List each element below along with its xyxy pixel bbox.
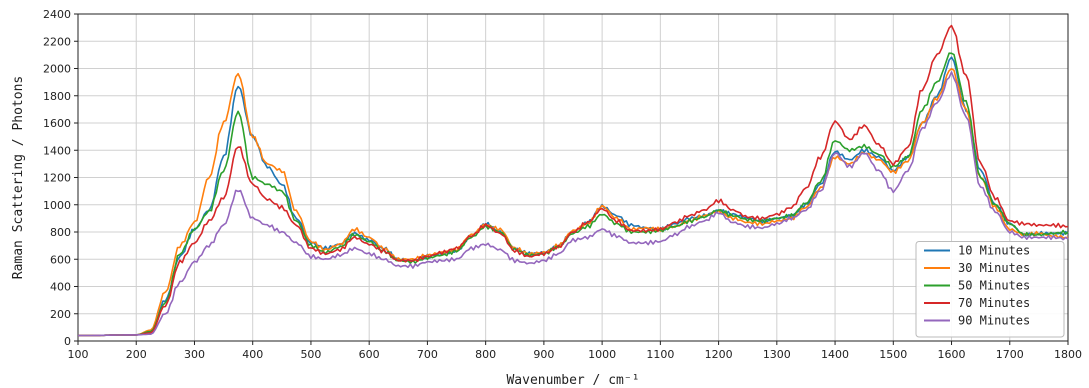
y-tick-label: 800 — [50, 226, 71, 239]
y-tick-label: 0 — [64, 335, 71, 348]
x-tick-label: 1000 — [588, 348, 616, 361]
plot-frame — [77, 13, 1069, 342]
series-line-4 — [77, 24, 1069, 337]
x-tick-label: 400 — [242, 348, 263, 361]
y-axis-label: Raman Scattering / Photons — [11, 76, 26, 280]
series-line-2 — [77, 68, 1069, 337]
y-tick-label: 400 — [50, 281, 71, 294]
legend-label: 70 Minutes — [958, 296, 1030, 310]
y-tick-label: 600 — [50, 253, 71, 266]
axes: 100 200 300 400 500 600 700 800 900 1000 1100 1200 1… — [43, 8, 1082, 361]
x-tick-label: 1200 — [705, 348, 733, 361]
y-tick-label: 1200 — [43, 172, 71, 185]
x-axis-label: Wavenumber / cm⁻¹ — [506, 373, 639, 388]
y-tick-label: 2000 — [43, 63, 71, 76]
legend: 10 Minutes 30 Minutes 50 Minutes 70 Minutes… — [915, 241, 1065, 338]
x-tick-label: 600 — [359, 348, 380, 361]
series-lines — [77, 24, 1069, 337]
legend-label: 30 Minutes — [958, 261, 1030, 275]
legend-label: 90 Minutes — [958, 314, 1030, 328]
x-tick-label: 1700 — [996, 348, 1024, 361]
x-tick-label: 1400 — [821, 348, 849, 361]
x-tick-label: 800 — [475, 348, 496, 361]
x-tick-label: 1800 — [1054, 348, 1082, 361]
legend-label: 10 Minutes — [958, 244, 1030, 258]
y-tick-label: 2400 — [43, 8, 71, 21]
y-tick-label: 1000 — [43, 199, 71, 212]
legend-box — [915, 241, 1065, 338]
series-line-5 — [77, 71, 1069, 337]
x-tick-label: 1500 — [879, 348, 907, 361]
x-tick-label: 700 — [417, 348, 438, 361]
x-tick-label: 500 — [300, 348, 321, 361]
x-tick-label: 100 — [68, 348, 89, 361]
x-tick-label: 300 — [184, 348, 205, 361]
x-tick-label: 1100 — [646, 348, 674, 361]
y-tick-label: 1400 — [43, 144, 71, 157]
legend-label: 50 Minutes — [958, 279, 1030, 293]
series-line-3 — [77, 52, 1069, 337]
y-tick-label: 2200 — [43, 35, 71, 48]
x-tick-label: 900 — [533, 348, 554, 361]
y-tick-label: 200 — [50, 308, 71, 321]
x-tick-label: 1600 — [938, 348, 966, 361]
x-tick-label: 200 — [126, 348, 147, 361]
y-tick-label: 1600 — [43, 117, 71, 130]
x-tick-label: 1300 — [763, 348, 791, 361]
y-tick-label: 1800 — [43, 90, 71, 103]
